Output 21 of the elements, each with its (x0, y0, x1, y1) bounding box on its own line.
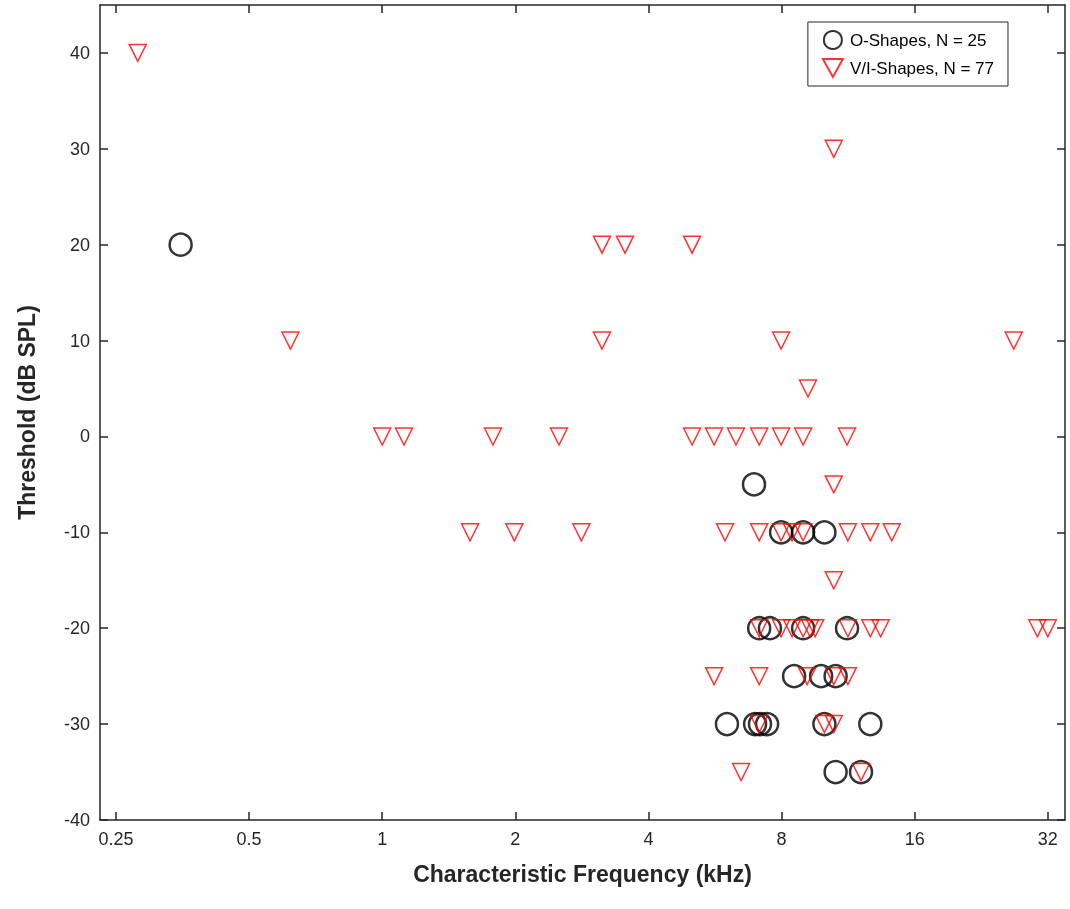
x-tick-label: 1 (377, 829, 388, 849)
y-axis-title: Threshold (dB SPL) (13, 305, 40, 520)
x-tick-label: 4 (643, 829, 654, 849)
y-tick-label: 20 (69, 234, 90, 255)
legend-label: O-Shapes, N = 25 (849, 30, 987, 50)
y-tick-label: 10 (69, 330, 90, 351)
x-tick-label: 0.25 (98, 829, 134, 849)
x-tick-label: 2 (510, 829, 521, 849)
y-tick-label: -40 (63, 810, 90, 830)
x-tick-label: 32 (1037, 829, 1058, 849)
legend-label: V/I-Shapes, N = 77 (849, 58, 995, 78)
y-tick-label: -30 (63, 714, 90, 735)
y-tick-label: 0 (79, 426, 90, 447)
y-tick-label: -20 (63, 618, 90, 639)
x-tick-label: 8 (776, 829, 787, 849)
y-tick-label: 40 (69, 42, 90, 63)
x-axis-title: Characteristic Frequency (kHz) (413, 860, 752, 887)
y-tick-label: -10 (63, 522, 90, 543)
x-tick-label: 16 (904, 829, 925, 849)
y-tick-label: 30 (69, 138, 90, 159)
x-tick-label: 0.5 (236, 829, 262, 849)
